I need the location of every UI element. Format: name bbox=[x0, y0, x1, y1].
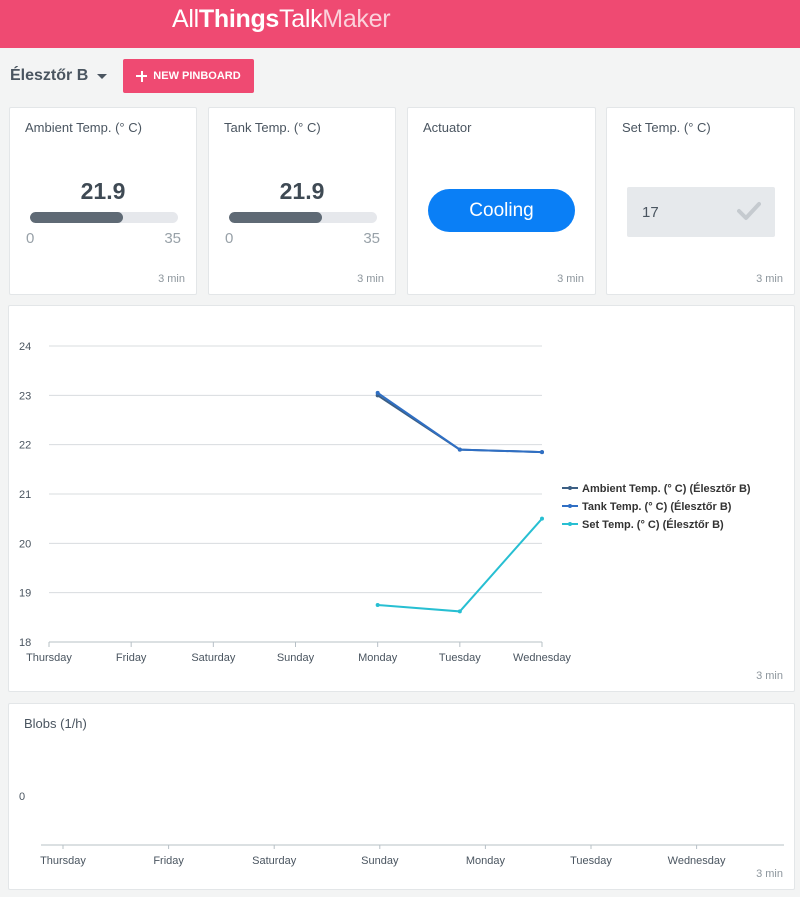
data-point bbox=[540, 450, 544, 455]
caret-down-icon bbox=[97, 73, 108, 79]
tile-title: Ambient Temp. (° C) bbox=[25, 120, 142, 135]
set-temp-tile: Set Temp. (° C) 3 min bbox=[606, 107, 795, 295]
gauge-bar bbox=[30, 212, 178, 223]
x-tick-label: Wednesday bbox=[668, 855, 726, 867]
x-tick-label: Thursday bbox=[40, 855, 86, 867]
actuator-state-button[interactable]: Cooling bbox=[428, 189, 575, 232]
logo-part-maker: Maker bbox=[322, 5, 391, 33]
tank-temp-tile: Tank Temp. (° C) 21.9 0 35 3 min bbox=[208, 107, 396, 295]
logo-part-talk: Talk bbox=[279, 5, 323, 33]
y-tick-label: 18 bbox=[19, 637, 31, 649]
series-line bbox=[377, 392, 543, 454]
x-tick-label: Tuesday bbox=[439, 652, 481, 664]
series-line bbox=[377, 518, 543, 613]
new-pinboard-button[interactable]: NEW PINBOARD bbox=[123, 59, 254, 93]
temperature-line-chart: 24 23 22 21 20 19 18 Thursday Friday Saturday Sund… bbox=[19, 341, 751, 664]
data-point bbox=[375, 390, 380, 395]
timestamp: 3 min bbox=[756, 670, 783, 682]
temperature-chart-card: 24 23 22 21 20 19 18 Thursday Friday Saturday Sund… bbox=[8, 305, 795, 692]
gauge-min: 0 bbox=[26, 230, 35, 247]
y-tick-label: 20 bbox=[19, 538, 31, 550]
x-tick-label: Friday bbox=[153, 855, 184, 867]
actuator-tile: Actuator Cooling 3 min bbox=[407, 107, 596, 295]
legend-entry[interactable]: Tank Temp. (° C) (Élesztőr B) bbox=[582, 500, 732, 513]
y-tick-label: 0 bbox=[19, 791, 25, 803]
x-tick-label: Monday bbox=[358, 652, 398, 664]
blobs-chart: 0 Thursday Friday Saturday Sunday Monday Tuesd… bbox=[19, 791, 784, 867]
data-point bbox=[540, 516, 544, 521]
gauge-value: 21.9 bbox=[80, 178, 126, 204]
x-tick-label: Monday bbox=[466, 855, 506, 867]
x-tick-label: Saturday bbox=[252, 855, 297, 867]
y-tick-label: 22 bbox=[19, 440, 31, 452]
gauge-fill bbox=[30, 212, 123, 223]
timestamp: 3 min bbox=[557, 273, 584, 285]
tile-title: Set Temp. (° C) bbox=[622, 120, 711, 135]
gauge-value: 21.9 bbox=[279, 178, 325, 204]
app-logo[interactable]: AllThingsTalkMaker bbox=[172, 5, 391, 34]
x-tick-label: Thursday bbox=[26, 652, 72, 664]
pinboard-selector[interactable]: Élesztőr B bbox=[10, 67, 108, 85]
legend-entry[interactable]: Ambient Temp. (° C) (Élesztőr B) bbox=[582, 482, 751, 495]
chart-title: Blobs (1/h) bbox=[24, 716, 87, 731]
logo-part-things: Things bbox=[198, 5, 280, 33]
timestamp: 3 min bbox=[756, 273, 783, 285]
gauge-max: 35 bbox=[164, 230, 181, 247]
top-bar: AllThingsTalkMaker bbox=[0, 0, 800, 48]
y-tick-label: 21 bbox=[19, 489, 31, 501]
ambient-temp-tile: Ambient Temp. (° C) 21.9 0 35 3 min bbox=[9, 107, 197, 295]
plus-icon bbox=[136, 70, 148, 82]
pinboard-name: Élesztőr B bbox=[10, 67, 89, 84]
tile-title: Actuator bbox=[423, 120, 472, 135]
logo-part-all: All bbox=[172, 5, 199, 33]
legend-entry[interactable]: Set Temp. (° C) (Élesztőr B) bbox=[582, 518, 724, 531]
check-icon[interactable] bbox=[737, 201, 761, 221]
timestamp: 3 min bbox=[158, 273, 185, 285]
gauge-min: 0 bbox=[225, 230, 234, 247]
data-point bbox=[457, 447, 462, 452]
blobs-chart-card: Blobs (1/h) 0 Thursday Friday Saturday Sunda… bbox=[8, 703, 795, 890]
legend-marker bbox=[568, 522, 572, 526]
set-temp-input[interactable] bbox=[627, 187, 737, 237]
gauge-bar bbox=[229, 212, 377, 223]
x-tick-label: Tuesday bbox=[570, 855, 612, 867]
x-tick-label: Saturday bbox=[191, 652, 236, 664]
timestamp: 3 min bbox=[357, 273, 384, 285]
y-tick-label: 24 bbox=[19, 341, 31, 353]
legend-marker bbox=[568, 486, 572, 490]
x-tick-label: Sunday bbox=[361, 855, 399, 867]
y-tick-label: 19 bbox=[19, 588, 31, 600]
data-point bbox=[457, 609, 462, 614]
tile-title: Tank Temp. (° C) bbox=[224, 120, 321, 135]
new-pinboard-label: NEW PINBOARD bbox=[153, 70, 241, 82]
x-tick-label: Sunday bbox=[277, 652, 315, 664]
legend-marker bbox=[568, 504, 572, 508]
data-point bbox=[375, 603, 380, 607]
gauge-fill bbox=[229, 212, 322, 223]
set-temp-field bbox=[627, 187, 775, 237]
gauge-max: 35 bbox=[363, 230, 380, 247]
series-line bbox=[377, 394, 543, 454]
x-tick-label: Wednesday bbox=[513, 652, 571, 664]
x-tick-label: Friday bbox=[116, 652, 147, 664]
timestamp: 3 min bbox=[756, 868, 783, 880]
y-tick-label: 23 bbox=[19, 390, 31, 402]
